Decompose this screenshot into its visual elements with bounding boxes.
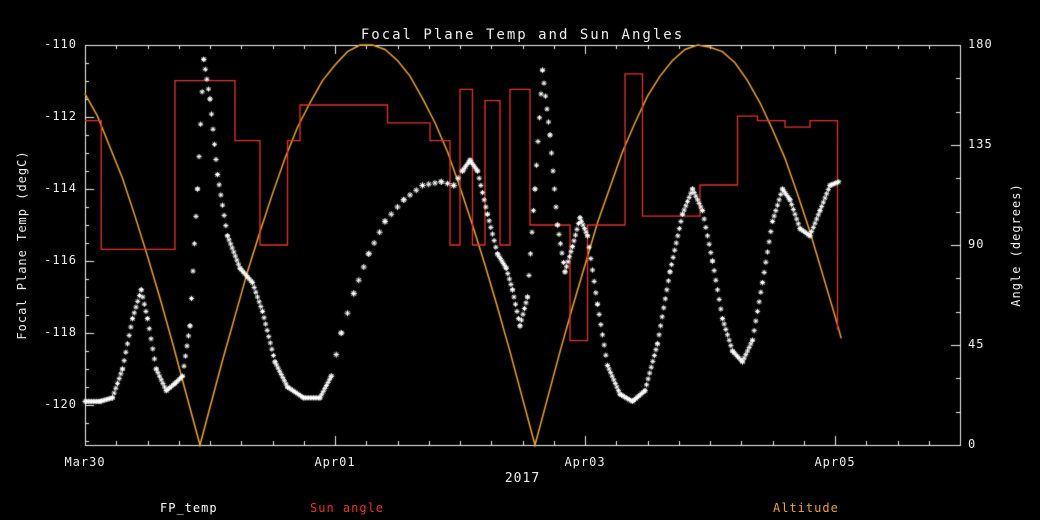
y-right-tick-label: 90: [968, 237, 985, 251]
x-tick-label: Apr01: [314, 455, 356, 469]
y-left-tick-label: -112: [44, 109, 77, 123]
y-right-tick-label: 135: [968, 137, 993, 151]
y-left-tick-label: -114: [44, 181, 77, 195]
y-right-tick-label: 45: [968, 337, 985, 351]
legend-fp-temp: FP_temp: [160, 501, 218, 515]
legend-sun-angle: Sun angle: [310, 501, 385, 515]
x-tick-label: Apr05: [814, 455, 856, 469]
x-tick-label: Apr03: [564, 455, 606, 469]
chart-title: Focal Plane Temp and Sun Angles: [360, 27, 685, 43]
left-axis-title: Focal Plane Temp (degC): [15, 150, 29, 340]
x-axis-title: 2017: [504, 471, 541, 486]
legend-altitude: Altitude: [773, 501, 839, 515]
right-axis-title: Angle (degrees): [1009, 183, 1023, 307]
y-left-tick-label: -116: [44, 253, 77, 268]
y-right-tick-label: 0: [968, 437, 977, 451]
x-tick-label: Mar30: [64, 455, 106, 469]
y-left-tick-label: -118: [44, 325, 77, 340]
y-left-tick-label: -120: [44, 397, 77, 412]
y-right-tick-label: 180: [968, 37, 993, 51]
y-left-tick-label: -110: [44, 37, 77, 51]
